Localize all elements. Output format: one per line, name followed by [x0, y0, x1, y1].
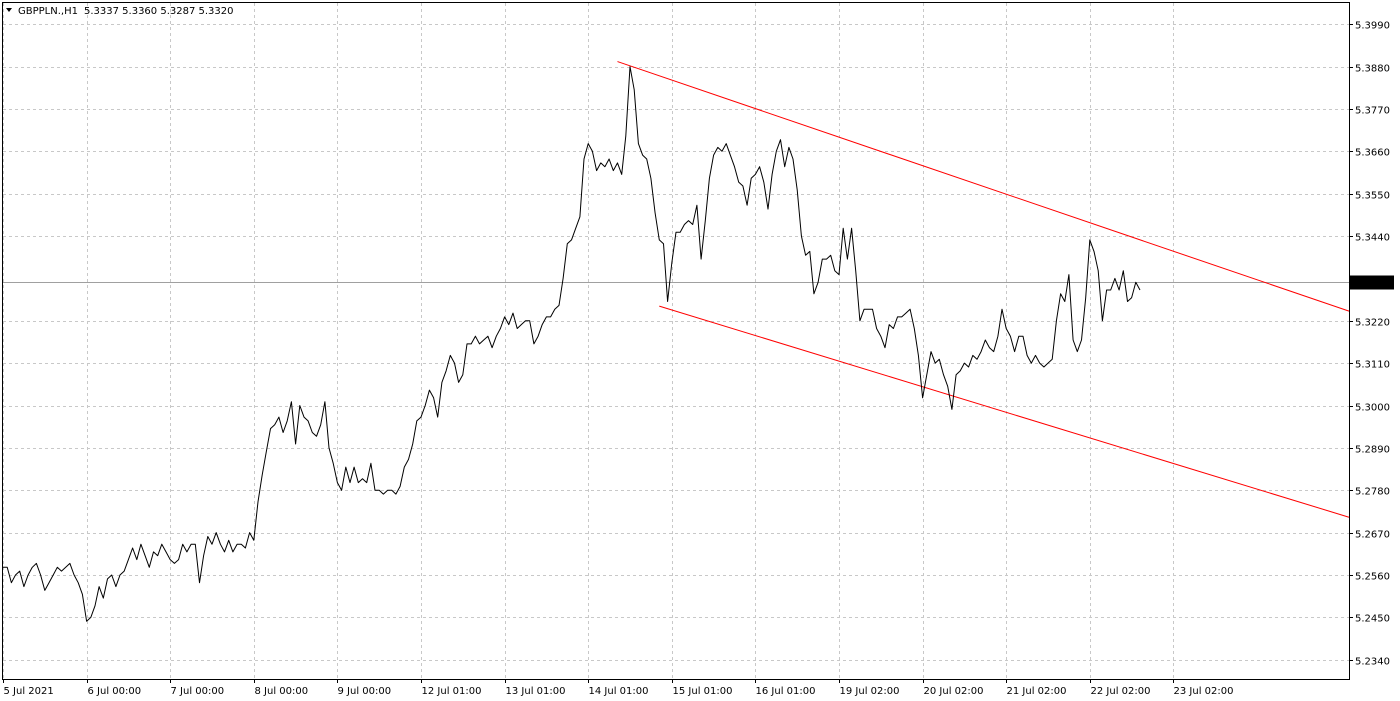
x-tick-label: 16 Jul 01:00 [756, 686, 816, 697]
x-tick-label: 19 Jul 02:00 [840, 686, 900, 697]
price-series-line [3, 66, 1141, 622]
x-tick-label: 23 Jul 02:00 [1174, 686, 1234, 697]
chart-header: GBPPLN.,H1 5.3337 5.3360 5.3287 5.3320 [6, 6, 234, 17]
y-tick-label: 5.3000 [1355, 403, 1390, 414]
x-tick-label: 21 Jul 02:00 [1007, 686, 1067, 697]
plot-frame [2, 2, 1350, 680]
time-axis[interactable]: 5 Jul 2021 6 Jul 00:00 7 Jul 00:00 8 Jul 00… [3, 679, 1234, 697]
x-tick-label: 22 Jul 02:00 [1091, 686, 1151, 697]
x-tick-label: 6 Jul 00:00 [88, 686, 142, 697]
ohlc-values: 5.3337 5.3360 5.3287 5.3320 [84, 6, 234, 17]
y-tick-label: 5.3110 [1355, 360, 1390, 371]
y-tick-label: 5.2340 [1355, 657, 1390, 668]
x-tick-label: 7 Jul 00:00 [171, 686, 225, 697]
triangle-down-icon[interactable] [6, 8, 12, 12]
channel-line-upper[interactable] [617, 61, 1350, 312]
y-tick-label: 5.3880 [1355, 64, 1390, 75]
x-tick-label: 15 Jul 01:00 [673, 686, 733, 697]
x-tick-label: 20 Jul 02:00 [924, 686, 984, 697]
y-tick-label: 5.2890 [1355, 445, 1390, 456]
current-price-tag-bg [1350, 275, 1394, 290]
current-price-label: 5.3320 [1353, 279, 1388, 290]
y-tick-label: 5.3770 [1355, 106, 1390, 117]
y-tick-label: 5.3990 [1355, 21, 1390, 32]
trend-channel[interactable] [617, 61, 1350, 518]
y-tick-label: 5.2560 [1355, 572, 1390, 583]
x-tick-label: 8 Jul 00:00 [255, 686, 309, 697]
y-tick-label: 5.3660 [1355, 148, 1390, 159]
y-tick-label: 5.3550 [1355, 191, 1390, 202]
y-tick-label: 5.2670 [1355, 530, 1390, 541]
y-tick-label: 5.2780 [1355, 487, 1390, 498]
channel-line-lower[interactable] [659, 305, 1350, 518]
y-tick-label: 5.2450 [1355, 614, 1390, 625]
x-tick-label: 9 Jul 00:00 [338, 686, 392, 697]
x-tick-label: 5 Jul 2021 [4, 686, 54, 697]
current-price-tag: 5.3320 [1350, 275, 1394, 290]
y-tick-label: 5.3220 [1355, 318, 1390, 329]
y-tick-label: 5.3440 [1355, 233, 1390, 244]
x-tick-label: 12 Jul 01:00 [422, 686, 482, 697]
x-tick-label: 14 Jul 01:00 [589, 686, 649, 697]
symbol-label: GBPPLN.,H1 [18, 6, 78, 17]
x-tick-label: 13 Jul 01:00 [506, 686, 566, 697]
